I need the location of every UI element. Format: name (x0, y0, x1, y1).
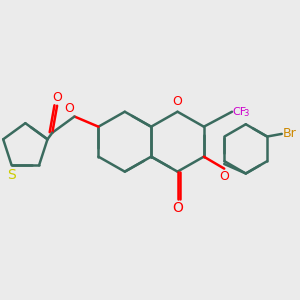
Text: CF: CF (233, 107, 247, 117)
Text: 3: 3 (243, 109, 248, 118)
Text: O: O (172, 201, 183, 214)
Text: Br: Br (282, 128, 296, 140)
Text: O: O (172, 95, 182, 108)
Text: O: O (52, 91, 62, 104)
Text: S: S (7, 168, 16, 182)
Text: O: O (64, 102, 74, 115)
Text: O: O (219, 170, 229, 183)
